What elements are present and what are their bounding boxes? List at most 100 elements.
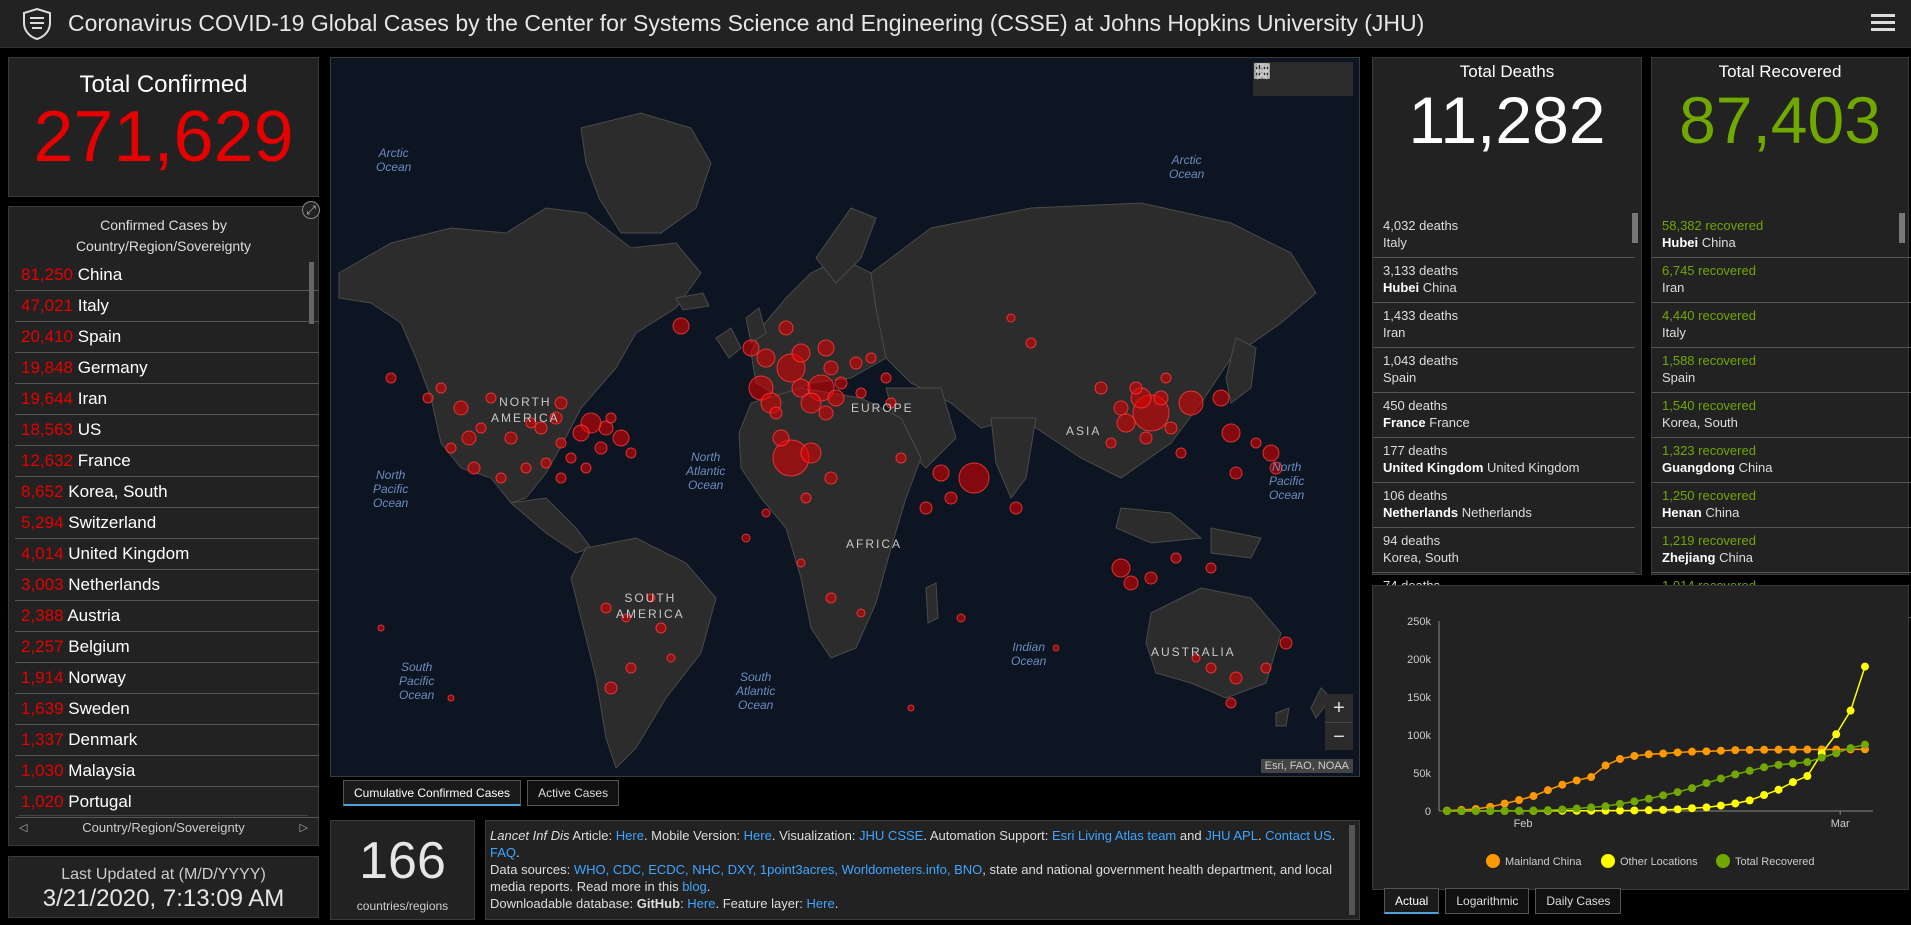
case-marker[interactable] [377,624,385,632]
case-marker[interactable] [594,441,608,455]
case-marker[interactable] [1269,461,1283,475]
case-marker[interactable] [741,533,751,543]
tab-active-cases[interactable]: Active Cases [527,780,620,806]
case-marker[interactable] [865,352,877,364]
case-marker[interactable] [1170,552,1182,564]
series-point[interactable] [1500,799,1509,808]
confirmed-list-item[interactable]: 1,337 Denmark [15,725,319,756]
series-point[interactable] [1817,753,1826,762]
case-marker[interactable] [604,681,618,695]
series-point[interactable] [1457,806,1466,815]
case-marker[interactable] [646,593,656,603]
case-marker[interactable] [565,452,577,464]
series-point[interactable] [1601,802,1610,811]
confirmed-list-item[interactable]: 12,632 France [15,446,319,477]
confirmed-list-item[interactable]: 19,644 Iran [15,384,319,415]
recovered-list-item[interactable]: 58,382 recovered Hubei China [1652,213,1911,258]
case-marker[interactable] [554,396,568,410]
series-point[interactable] [1702,779,1711,788]
deaths-list-item[interactable]: 177 deaths United Kingdom United Kingdom [1373,438,1635,483]
case-marker[interactable] [475,422,487,434]
confirmed-list-item[interactable]: 20,410 Spain [15,322,319,353]
series-point[interactable] [1500,806,1509,815]
case-marker[interactable] [895,452,907,464]
case-marker[interactable] [1250,437,1262,449]
series-point[interactable] [1615,799,1624,808]
case-marker[interactable] [461,430,477,446]
case-marker[interactable] [880,372,892,384]
basemap-gallery-icon[interactable] [1253,62,1271,80]
case-marker[interactable] [1111,558,1131,578]
case-marker[interactable] [655,622,667,634]
case-marker[interactable] [1229,671,1243,685]
article-link[interactable]: Here [615,828,644,843]
feature-layer-link[interactable]: Here [806,896,835,911]
hamburger-menu-icon[interactable] [1871,10,1895,34]
case-marker[interactable] [1205,662,1217,674]
case-marker[interactable] [834,376,848,390]
case-marker[interactable] [1205,562,1217,574]
confirmed-list-item[interactable]: 8,652 Korea, South [15,477,319,508]
case-marker[interactable] [1009,501,1023,515]
blog-link[interactable]: blog [682,879,707,894]
legend-list-icon[interactable] [1253,62,1271,80]
series-point[interactable] [1615,806,1624,815]
github-link[interactable]: Here [687,896,716,911]
series-point[interactable] [1558,780,1567,789]
case-marker[interactable] [856,608,866,618]
series-point[interactable] [1659,791,1668,800]
series-point[interactable] [1745,766,1754,775]
case-marker[interactable] [666,653,676,663]
case-marker[interactable] [958,462,990,494]
data-sources-links[interactable]: WHO, CDC, ECDC, NHC, DXY, 1point3acres, … [573,862,983,877]
case-marker[interactable] [800,442,822,464]
recovered-list-item[interactable]: 1,588 recovered Spain [1652,348,1911,393]
recovered-list-item[interactable]: 1,219 recovered Zhejiang China [1652,528,1911,573]
case-marker[interactable] [756,348,776,368]
case-marker[interactable] [555,472,567,484]
series-point[interactable] [1788,759,1797,768]
zoom-in-button[interactable]: + [1333,697,1345,719]
deaths-list-item[interactable]: 4,032 deaths Italy [1373,213,1635,258]
case-marker[interactable] [1052,644,1060,652]
case-marker[interactable] [600,602,612,614]
case-marker[interactable] [1160,372,1172,384]
case-marker[interactable] [825,592,837,604]
series-point[interactable] [1745,796,1754,805]
jhu-apl-link[interactable]: JHU APL [1205,828,1258,843]
case-marker[interactable] [453,400,469,416]
series-point[interactable] [1745,745,1754,754]
series-point[interactable] [1688,784,1697,793]
next-page-icon[interactable]: ▷ [299,822,308,834]
case-marker[interactable] [855,387,867,399]
case-marker[interactable] [849,356,863,370]
series-point[interactable] [1788,778,1797,787]
series-point[interactable] [1846,744,1855,753]
tab-logarithmic[interactable]: Logarithmic [1445,888,1530,914]
confirmed-list-item[interactable]: 2,388 Austria [15,601,319,632]
case-marker[interactable] [823,360,839,376]
series-point[interactable] [1716,774,1725,783]
series-point[interactable] [1587,803,1596,812]
prev-page-icon[interactable]: ◁ [19,822,28,834]
case-marker[interactable] [1164,421,1178,435]
series-point[interactable] [1803,745,1812,754]
tab-daily-cases[interactable]: Daily Cases [1535,888,1622,914]
case-marker[interactable] [435,382,447,394]
confirmed-list-item[interactable]: 4,014 United Kingdom [15,539,319,570]
case-marker[interactable] [625,662,637,674]
zoom-out-button[interactable]: − [1325,722,1353,750]
series-point[interactable] [1644,794,1653,803]
mobile-version-link[interactable]: Here [743,828,772,843]
recovered-list-item[interactable]: 6,745 recovered Iran [1652,258,1911,303]
contact-us-link[interactable]: Contact US [1265,828,1332,843]
series-point[interactable] [1515,796,1524,805]
series-point[interactable] [1543,786,1552,795]
case-marker[interactable] [885,397,897,409]
deaths-list-item[interactable]: 3,133 deaths Hubei China [1373,258,1635,303]
confirmed-list-item[interactable]: 1,030 Malaysia [15,756,319,787]
case-marker[interactable] [800,492,812,504]
series-point[interactable] [1846,706,1855,715]
world-map[interactable]: Arctic Ocean Arctic Ocean North Pacific Ocea… [330,57,1360,777]
esri-living-atlas-link[interactable]: Esri Living Atlas team [1051,828,1177,843]
